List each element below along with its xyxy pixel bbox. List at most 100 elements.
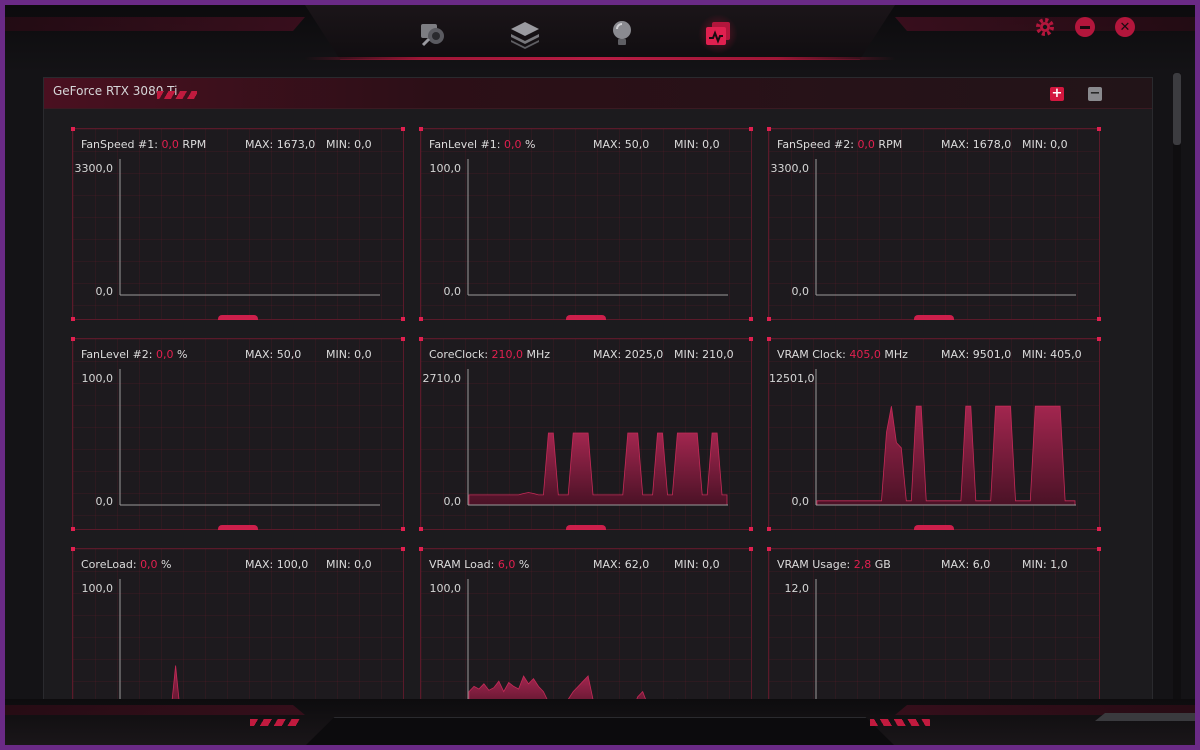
graph-series-area (468, 675, 679, 700)
nav-plate (305, 5, 895, 60)
remove-graph-button[interactable]: − (1088, 86, 1102, 101)
card-corner (749, 337, 753, 341)
graph-card[interactable]: VRAM Load: 6,0 % MAX: 62,0 MIN: 0,0 100,0 (419, 547, 753, 700)
sensor-max: MAX: 50,0 (593, 138, 650, 151)
card-corner (767, 127, 771, 131)
panel-title: GeForce RTX 3080 Ti (53, 84, 178, 98)
graph-card[interactable]: CoreLoad: 0,0 % MAX: 100,0 MIN: 0,0 100,0 (71, 547, 405, 700)
card-corner (767, 547, 771, 551)
card-header: FanLevel #1: 0,0 % MAX: 50,0 MIN: 0,0 (429, 138, 744, 154)
graph-card[interactable]: FanSpeed #2: 0,0 RPM MAX: 1678,0 MIN: 0,0 3… (767, 127, 1101, 321)
sensor-value: 2,8 (853, 558, 872, 571)
graph-card[interactable]: FanLevel #1: 0,0 % MAX: 50,0 MIN: 0,0 100,0… (419, 127, 753, 321)
card-header: FanLevel #2: 0,0 % MAX: 50,0 MIN: 0,0 (81, 348, 396, 364)
card-corner (71, 527, 75, 531)
sensor-value: 0,0 (503, 138, 522, 151)
card-corner (419, 527, 423, 531)
card-header: FanSpeed #2: 0,0 RPM MAX: 1678,0 MIN: 0,0 (777, 138, 1092, 154)
graph-series-area (468, 432, 728, 506)
sensor-label: CoreClock: 210,0 MHz (429, 348, 550, 361)
graph-card[interactable]: FanLevel #2: 0,0 % MAX: 50,0 MIN: 0,0 100,0… (71, 337, 405, 531)
bottom-stripes-left (250, 719, 300, 726)
scrollbar-track[interactable] (1173, 73, 1181, 703)
add-graph-button[interactable]: + (1050, 86, 1064, 101)
card-corner (71, 547, 75, 551)
card-bottom-glow (566, 315, 606, 320)
close-icon[interactable]: ✕ (1115, 17, 1135, 37)
bottom-bar (5, 699, 1195, 745)
sensor-unit: % (521, 138, 536, 151)
bottom-wing-left (5, 705, 305, 715)
sensor-min: MIN: 1,0 (1022, 558, 1068, 571)
sensor-min: MIN: 0,0 (326, 558, 372, 571)
bottom-plate (305, 717, 895, 745)
sensor-label: VRAM Load: 6,0 % (429, 558, 529, 571)
app-window: ✕ GeForce RTX 3080 Ti + − FanSpeed #1: 0… (5, 5, 1195, 745)
card-corner (71, 127, 75, 131)
card-header: VRAM Load: 6,0 % MAX: 62,0 MIN: 0,0 (429, 558, 744, 574)
card-corner (767, 337, 771, 341)
sensor-unit: MHz (523, 348, 551, 361)
sensor-label: CoreLoad: 0,0 % (81, 558, 172, 571)
sensor-max: MAX: 2025,0 (593, 348, 664, 361)
graph-card[interactable]: CoreClock: 210,0 MHz MAX: 2025,0 MIN: 210,… (419, 337, 753, 531)
y-axis-min-label: 0,0 (95, 495, 114, 508)
graph-plot (119, 369, 380, 506)
card-corner (401, 317, 405, 321)
sensor-value: 6,0 (497, 558, 516, 571)
y-axis-min-label: 0,0 (95, 285, 114, 298)
card-corner (1097, 317, 1101, 321)
sensor-name: FanSpeed #2: (777, 138, 858, 151)
graph-plot (815, 159, 1076, 296)
sensor-label: FanLevel #1: 0,0 % (429, 138, 535, 151)
sensor-name: CoreClock: (429, 348, 492, 361)
card-bottom-glow (218, 315, 258, 320)
graph-plot (119, 159, 380, 296)
sensor-min: MIN: 210,0 (674, 348, 734, 361)
graph-plot (119, 579, 180, 700)
settings-gear-icon[interactable] (1035, 17, 1055, 37)
bottom-accent (1095, 713, 1195, 721)
sensor-value: 405,0 (849, 348, 881, 361)
graph-plot (467, 579, 679, 700)
sensor-unit: % (173, 348, 188, 361)
card-header: VRAM Usage: 2,8 GB MAX: 6,0 MIN: 1,0 (777, 558, 1092, 574)
sensor-name: CoreLoad: (81, 558, 141, 571)
graph-card[interactable]: VRAM Clock: 405,0 MHz MAX: 9501,0 MIN: 405… (767, 337, 1101, 531)
panel-stripes (157, 91, 197, 99)
sensor-name: FanLevel #1: (429, 138, 504, 151)
sensor-max: MAX: 50,0 (245, 348, 302, 361)
sensor-value: 0,0 (857, 138, 875, 151)
sensor-min: MIN: 405,0 (1022, 348, 1082, 361)
top-bar: ✕ (5, 5, 1195, 73)
card-corner (749, 317, 753, 321)
y-axis-max-label: 12,0 (784, 582, 810, 595)
sensor-unit: GB (871, 558, 891, 571)
sensor-value: 0,0 (140, 558, 158, 571)
card-corner (71, 317, 75, 321)
minimize-icon[interactable] (1075, 17, 1095, 37)
sensor-label: FanSpeed #1: 0,0 RPM (81, 138, 206, 151)
card-bottom-glow (218, 525, 258, 530)
nav-lighting-icon[interactable] (605, 17, 639, 51)
nav-graphs-icon[interactable] (698, 14, 738, 54)
graph-card[interactable]: FanSpeed #1: 0,0 RPM MAX: 1673,0 MIN: 0,0 3… (71, 127, 405, 321)
y-axis-max-label: 100,0 (429, 582, 462, 595)
card-corner (401, 527, 405, 531)
card-header: CoreClock: 210,0 MHz MAX: 2025,0 MIN: 210,… (429, 348, 744, 364)
card-corner (749, 127, 753, 131)
gpu-panel: GeForce RTX 3080 Ti + − FanSpeed #1: 0,0… (43, 77, 1153, 701)
card-corner (1097, 127, 1101, 131)
card-header: VRAM Clock: 405,0 MHz MAX: 9501,0 MIN: 405… (777, 348, 1092, 364)
card-corner (401, 547, 405, 551)
sensor-label: FanLevel #2: 0,0 % (81, 348, 187, 361)
scrollbar-thumb[interactable] (1173, 73, 1181, 145)
nav-monitor-icon[interactable] (415, 17, 449, 51)
top-wing-left (5, 17, 305, 31)
nav-layers-icon[interactable] (508, 17, 542, 51)
graph-plot (815, 579, 817, 700)
graph-card[interactable]: VRAM Usage: 2,8 GB MAX: 6,0 MIN: 1,0 12,0 (767, 547, 1101, 700)
graph-plot (815, 369, 1076, 506)
y-axis-min-label: 0,0 (443, 285, 462, 298)
sensor-max: MAX: 1678,0 (941, 138, 1012, 151)
